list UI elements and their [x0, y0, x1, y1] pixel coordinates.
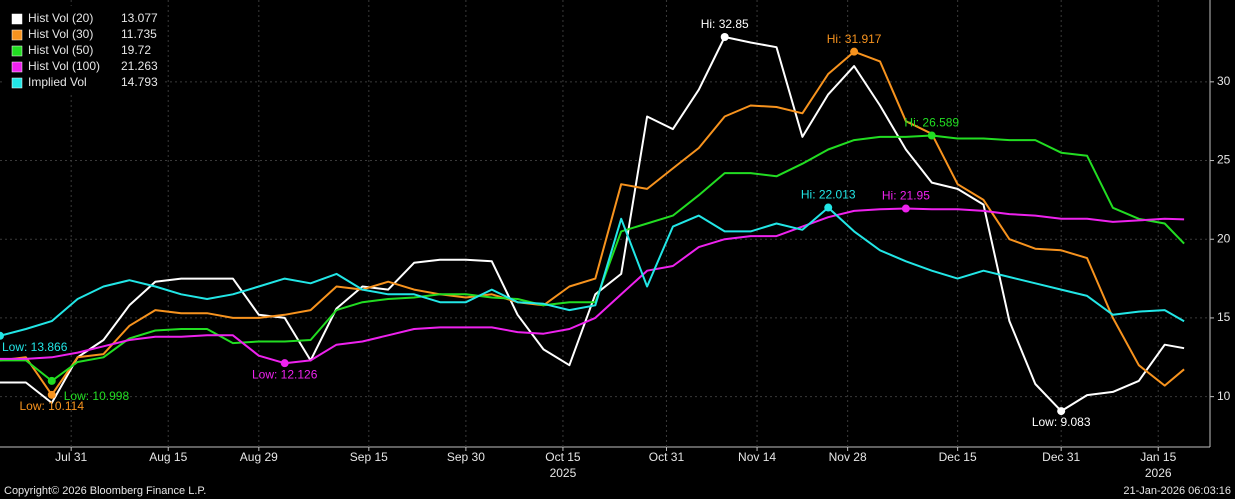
legend-swatch [11, 29, 23, 41]
x-tick-label: Jul 31 [55, 450, 87, 464]
x-tick-label: Nov 14 [738, 450, 776, 464]
legend-label: Hist Vol (20) [28, 11, 93, 25]
y-tick-label: 15 [1217, 310, 1231, 324]
extreme-marker [927, 131, 936, 140]
legend-label: Hist Vol (100) [28, 59, 100, 73]
extreme-label: Hi: 26.589 [904, 116, 959, 130]
legend-label: Hist Vol (50) [28, 43, 93, 57]
legend-swatch [11, 13, 23, 25]
extreme-marker [1057, 407, 1066, 416]
x-tick-label: Aug 15 [149, 450, 187, 464]
x-tick-label: Dec 31 [1042, 450, 1080, 464]
extreme-marker [901, 204, 910, 213]
extreme-label: Low: 10.998 [64, 389, 130, 403]
extreme-label: Hi: 31.917 [827, 32, 882, 46]
extreme-marker [850, 47, 859, 56]
extreme-marker [47, 390, 56, 399]
legend-value: 14.793 [121, 75, 158, 89]
extreme-marker [824, 203, 833, 212]
series-line [0, 50, 1185, 396]
legend-box [2, 6, 162, 92]
y-tick-label: 10 [1217, 389, 1231, 403]
x-tick-label: Oct 15 [545, 450, 581, 464]
extreme-marker [0, 331, 4, 340]
x-tick-label: Aug 29 [240, 450, 278, 464]
legend-swatch [11, 77, 23, 89]
legend-value: 19.72 [121, 43, 151, 57]
copyright: Copyright© 2026 Bloomberg Finance L.P. [4, 485, 206, 497]
series-line [0, 36, 1185, 413]
x-tick-label: Sep 15 [350, 450, 388, 464]
y-tick-label: 30 [1217, 74, 1231, 88]
legend-swatch [11, 45, 23, 57]
extreme-label: Low: 9.083 [1032, 415, 1091, 429]
y-tick-label: 20 [1217, 231, 1231, 245]
extreme-label: Hi: 22.013 [801, 188, 856, 202]
x-tick-label: Nov 28 [829, 450, 867, 464]
x-tick-label: Jan 15 [1140, 450, 1176, 464]
extreme-label: Hi: 32.85 [701, 17, 749, 31]
legend-value: 11.735 [121, 27, 157, 41]
extreme-label: Low: 12.126 [252, 367, 318, 381]
legend: Hist Vol (20) 13.077 Hist Vol (30) 11.735 Hi… [2, 6, 162, 92]
y-tick-label: 25 [1217, 153, 1231, 167]
year-label: 2026 [1145, 466, 1172, 480]
legend-swatch [11, 61, 23, 73]
x-tick-label: Sep 30 [447, 450, 485, 464]
legend-value: 21.263 [121, 59, 158, 73]
extreme-marker [720, 32, 729, 41]
timestamp: 21-Jan-2026 06:03:16 [1123, 485, 1231, 497]
x-tick-label: Oct 31 [649, 450, 685, 464]
year-label: 2025 [550, 466, 577, 480]
extreme-label: Low: 13.866 [2, 340, 68, 354]
extreme-label: Low: 10.114 [20, 399, 85, 413]
extreme-marker [280, 359, 289, 368]
legend-label: Hist Vol (30) [28, 27, 93, 41]
extreme-marker [47, 376, 56, 385]
legend-value: 13.077 [121, 11, 158, 25]
extreme-label: Hi: 21.95 [882, 189, 930, 203]
series-line [0, 206, 1185, 337]
x-tick-label: Dec 15 [939, 450, 977, 464]
series-line [0, 207, 1185, 365]
legend-label: Implied Vol [28, 75, 87, 89]
